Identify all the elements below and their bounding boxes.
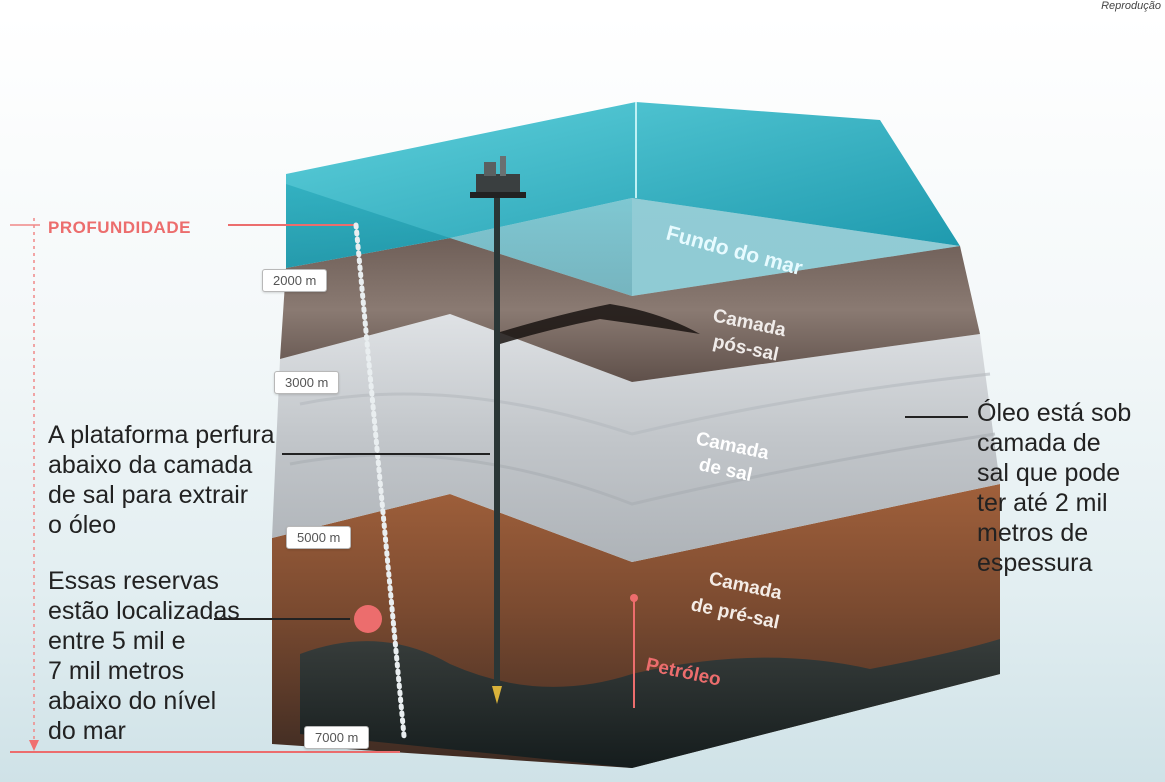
annotation-reserves: Essas reservas estão localizadas entre 5… [48, 567, 240, 745]
depth-marker-5000: 5000 m [286, 526, 352, 549]
depth-marker-3000: 3000 m [274, 371, 340, 394]
oil-platform [470, 156, 526, 198]
drill-bit [492, 686, 502, 704]
credit-strip: Reprodução [0, 0, 1165, 14]
water-top [286, 102, 960, 268]
diagram-stage: Fundo do mar Camada pós-sal Camada de sa… [0, 14, 1165, 782]
annotation-platform: A plataforma perfura abaixo da camada de… [48, 421, 275, 539]
water-front-right [632, 198, 960, 296]
reserves-marker [354, 605, 382, 633]
water-front [286, 184, 632, 296]
fracture [500, 304, 700, 344]
depth-marker-7000: 7000 m [304, 726, 370, 749]
salt-layer [272, 314, 1000, 562]
geology-block-illustration: Fundo do mar Camada pós-sal Camada de sa… [10, 102, 1000, 768]
depth-title: PROFUNDIDADE [48, 218, 191, 237]
image-credit: Reprodução [1101, 0, 1161, 12]
depth-marker-2000: 2000 m [262, 269, 328, 292]
annotation-oil-under-salt: Óleo está sob camada de sal que pode ter… [977, 399, 1132, 577]
depth-dotted-line [353, 222, 407, 739]
oil-deposit [300, 639, 1000, 768]
